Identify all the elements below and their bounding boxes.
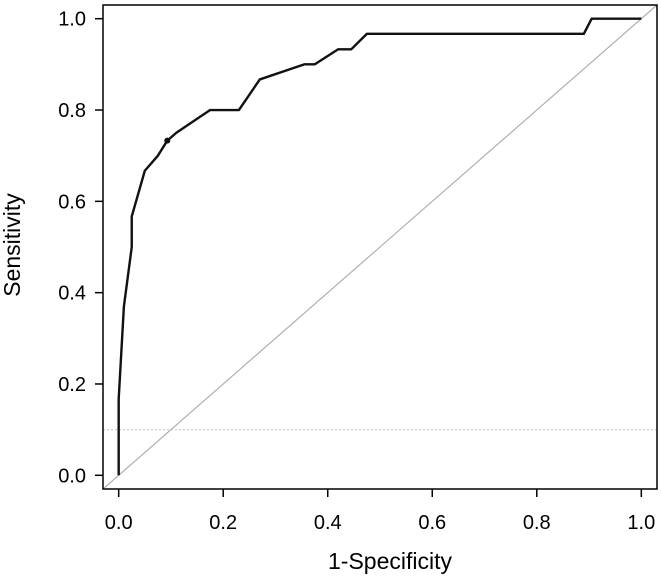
plot-frame xyxy=(102,4,658,490)
y-tick-label: 0.2 xyxy=(58,374,86,396)
x-tick-label: 0.6 xyxy=(418,512,446,534)
roc-curve xyxy=(117,17,642,476)
y-tick-label: 1.0 xyxy=(58,9,86,31)
x-tick-label: 1.0 xyxy=(627,512,655,534)
y-tick-label: 0.4 xyxy=(58,283,86,305)
x-tick-label: 0.4 xyxy=(314,512,342,534)
y-tick-label: 0.6 xyxy=(58,191,86,213)
x-axis-title: 1-Specificity xyxy=(328,548,452,574)
x-axis: 0.0 0.2 0.4 0.6 0.8 1.0 xyxy=(105,489,655,534)
x-tick-label: 0.8 xyxy=(523,512,551,534)
x-tick-label: 0.0 xyxy=(105,512,133,534)
y-tick-label: 0.0 xyxy=(58,465,86,487)
y-axis: 0.0 0.2 0.4 0.6 0.8 1.0 xyxy=(58,9,103,487)
y-axis-title: Sensitivity xyxy=(0,193,25,297)
x-tick-label: 0.2 xyxy=(209,512,237,534)
reference-diagonal xyxy=(102,4,658,490)
plot-area xyxy=(102,4,658,490)
cutoff-point xyxy=(164,137,171,144)
y-tick-label: 0.8 xyxy=(58,100,86,122)
